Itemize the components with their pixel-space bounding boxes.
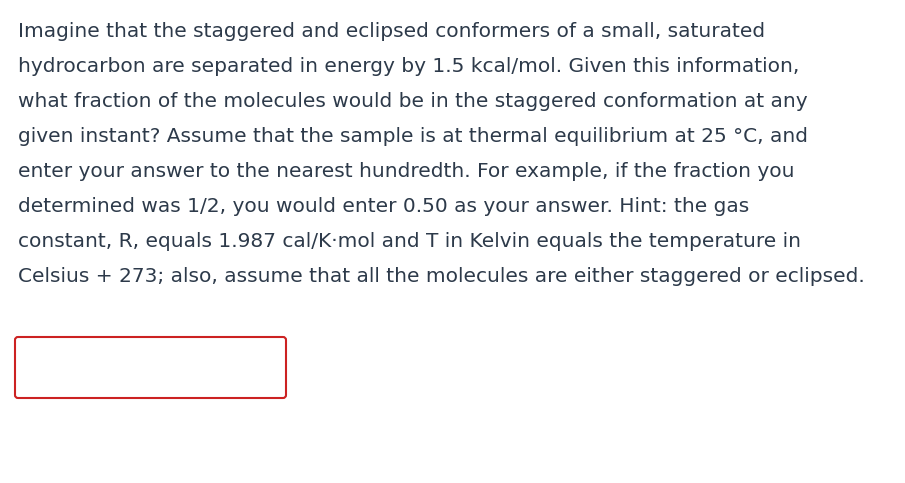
Text: enter your answer to the nearest hundredth. For example, if the fraction you: enter your answer to the nearest hundred… (18, 162, 795, 181)
FancyBboxPatch shape (15, 337, 286, 398)
Text: |: | (32, 357, 39, 379)
Text: what fraction of the molecules would be in the staggered conformation at any: what fraction of the molecules would be … (18, 92, 807, 111)
Text: Celsius + 273; also, assume that all the molecules are either staggered or eclip: Celsius + 273; also, assume that all the… (18, 267, 865, 286)
Text: determined was 1/2, you would enter 0.50 as your answer. Hint: the gas: determined was 1/2, you would enter 0.50… (18, 197, 749, 216)
Text: given instant? Assume that the sample is at thermal equilibrium at 25 °C, and: given instant? Assume that the sample is… (18, 127, 808, 146)
Text: hydrocarbon are separated in energy by 1.5 kcal/mol. Given this information,: hydrocarbon are separated in energy by 1… (18, 57, 799, 76)
Text: Imagine that the staggered and eclipsed conformers of a small, saturated: Imagine that the staggered and eclipsed … (18, 22, 765, 41)
Text: constant, R, equals 1.987 cal/K·mol and T in Kelvin equals the temperature in: constant, R, equals 1.987 cal/K·mol and … (18, 232, 801, 251)
